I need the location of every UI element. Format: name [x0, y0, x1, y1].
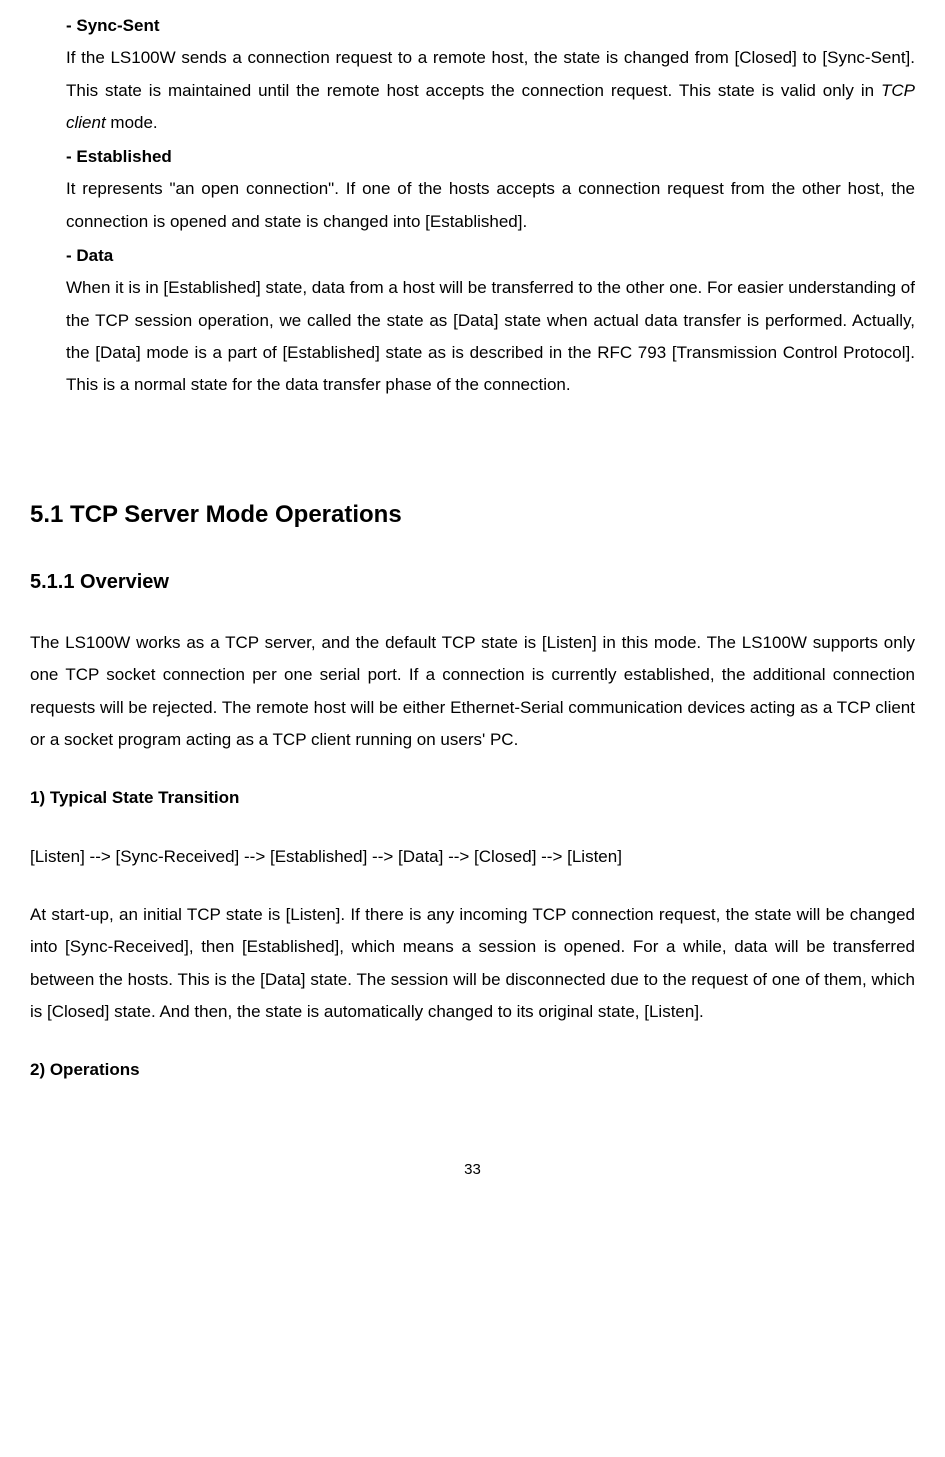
established-text: It represents "an open connection". If o… [66, 173, 915, 238]
section-5-1-title: 5.1 TCP Server Mode Operations [30, 492, 915, 538]
sync-sent-pre: If the LS100W sends a connection request… [66, 48, 915, 99]
typical-para: At start-up, an initial TCP state is [Li… [30, 899, 915, 1028]
established-heading: - Established [66, 141, 915, 173]
typical-transition-title: 1) Typical State Transition [30, 782, 915, 814]
states-block: - Sync-Sent If the LS100W sends a connec… [30, 10, 915, 402]
sync-sent-post: mode. [106, 113, 158, 132]
overview-para: The LS100W works as a TCP server, and th… [30, 627, 915, 756]
operations-title: 2) Operations [30, 1054, 915, 1086]
page-content: - Sync-Sent If the LS100W sends a connec… [30, 0, 915, 1185]
sync-sent-heading: - Sync-Sent [66, 10, 915, 42]
state-chain: [Listen] --> [Sync-Received] --> [Establ… [30, 841, 915, 873]
data-text: When it is in [Established] state, data … [66, 272, 915, 401]
page-number: 33 [30, 1156, 915, 1185]
sync-sent-text: If the LS100W sends a connection request… [66, 42, 915, 139]
data-heading: - Data [66, 240, 915, 272]
section-5-1-1-title: 5.1.1 Overview [30, 563, 915, 601]
